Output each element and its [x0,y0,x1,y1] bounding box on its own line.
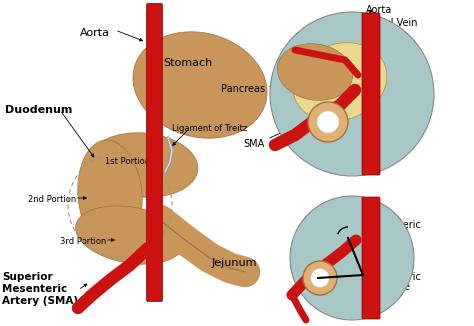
Text: Angle: Angle [367,230,395,240]
Circle shape [270,12,434,176]
Text: Ligament of Treitz: Ligament of Treitz [172,124,247,133]
Text: Jejunum: Jejunum [212,258,257,268]
Text: Aorto-: Aorto- [367,210,397,220]
Circle shape [310,269,329,287]
Circle shape [308,102,348,142]
Ellipse shape [133,32,267,138]
Circle shape [317,111,339,133]
Text: Pancreas: Pancreas [221,84,265,94]
Ellipse shape [293,43,387,121]
Text: Stomach: Stomach [164,58,213,68]
Circle shape [290,196,414,320]
Text: SMA: SMA [244,139,265,149]
Text: Mesenteric: Mesenteric [367,220,421,230]
Text: Aorto-: Aorto- [367,262,397,272]
Text: Fat: Fat [366,65,381,75]
Ellipse shape [88,133,198,197]
Text: Distance: Distance [367,282,410,292]
Text: Aorta: Aorta [366,5,392,15]
Ellipse shape [76,206,184,264]
Text: 3rd Portion of: 3rd Portion of [366,105,432,115]
Text: Mesenteric: Mesenteric [367,272,421,282]
Ellipse shape [277,44,353,100]
FancyBboxPatch shape [146,4,163,302]
Circle shape [303,261,337,295]
Text: Duodenum: Duodenum [5,105,73,115]
Text: Superior: Superior [2,272,53,282]
Text: Renal Vein: Renal Vein [366,18,418,28]
Ellipse shape [78,140,142,250]
Text: Duodenum: Duodenum [366,115,420,125]
Text: 1st Portion: 1st Portion [105,157,151,167]
FancyBboxPatch shape [362,197,380,319]
Text: 2nd Portion: 2nd Portion [28,195,76,204]
Text: Aorta: Aorta [80,28,110,38]
Text: 3rd Portion: 3rd Portion [60,237,106,246]
Text: Mesenteric: Mesenteric [366,55,420,65]
FancyBboxPatch shape [362,13,380,175]
Text: Mesenteric: Mesenteric [2,284,67,294]
Text: Artery (SMA): Artery (SMA) [2,296,78,306]
